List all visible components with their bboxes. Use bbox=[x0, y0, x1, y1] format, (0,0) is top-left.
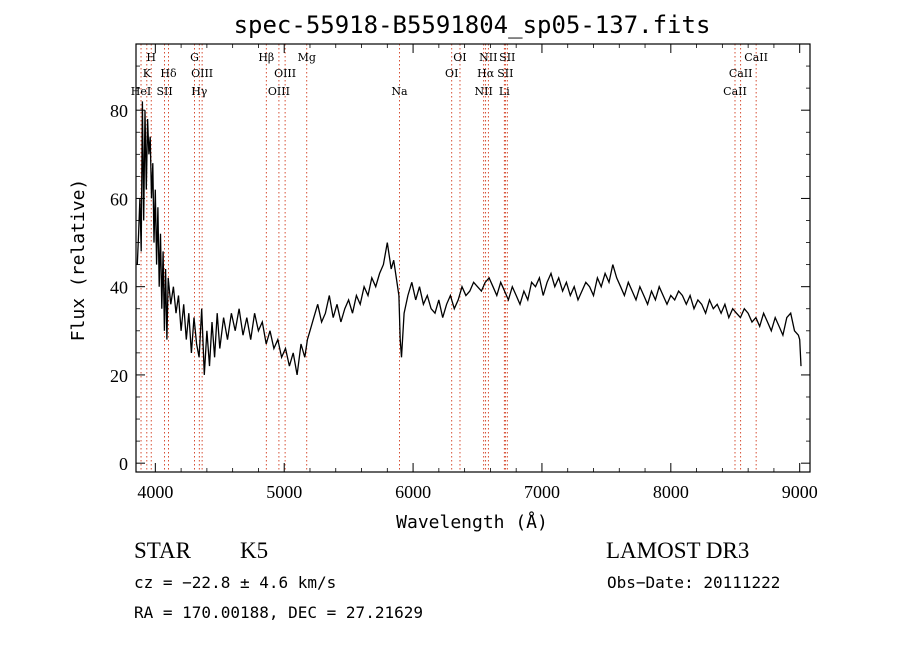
line-label: OIII bbox=[274, 67, 296, 80]
redshift-readout: cz = −22.8 ± 4.6 km/s bbox=[134, 573, 337, 592]
observation-date: Obs−Date: 20111222 bbox=[607, 573, 781, 592]
line-label: CaII bbox=[723, 85, 747, 98]
line-label: Hα bbox=[477, 67, 495, 80]
line-label: Hγ bbox=[191, 85, 208, 98]
line-label: Mg bbox=[298, 51, 316, 64]
line-label: SII bbox=[499, 51, 515, 64]
spectrum-line bbox=[136, 101, 802, 376]
line-label: NII bbox=[479, 51, 497, 64]
line-label: K bbox=[143, 67, 152, 80]
line-label: Na bbox=[391, 85, 408, 98]
y-tick-label: 40 bbox=[110, 278, 128, 298]
line-label: OIII bbox=[268, 85, 290, 98]
coordinates-readout: RA = 170.00188, DEC = 27.21629 bbox=[134, 603, 423, 622]
y-axis-ticks: 0 20 40 60 80 bbox=[110, 65, 810, 474]
chart-title: spec-55918-B5591804_sp05-137.fits bbox=[234, 11, 711, 39]
x-tick-label: 5000 bbox=[266, 482, 302, 502]
x-tick-label: 9000 bbox=[782, 482, 818, 502]
x-tick-label: 7000 bbox=[524, 482, 560, 502]
x-tick-label: 6000 bbox=[395, 482, 431, 502]
x-axis-label: Wavelength (Å) bbox=[396, 511, 548, 533]
y-tick-label: 60 bbox=[110, 189, 128, 209]
x-tick-label: 8000 bbox=[653, 482, 689, 502]
plot-frame bbox=[135, 43, 811, 473]
line-label: HeI bbox=[131, 85, 151, 98]
y-tick-label: 0 bbox=[119, 454, 128, 474]
x-tick-label: 4000 bbox=[137, 482, 173, 502]
line-label: OIII bbox=[191, 67, 213, 80]
line-label: OI bbox=[453, 51, 466, 64]
line-label: NII bbox=[475, 85, 493, 98]
y-axis-label: Flux (relative) bbox=[68, 179, 89, 342]
object-subclass: K5 bbox=[240, 538, 269, 563]
y-tick-label: 80 bbox=[110, 101, 128, 121]
spectral-line-labels: HeIKHSIIHδGOIIIHγHβOIIIOIIIMgNaOIOINIIHα… bbox=[131, 51, 768, 98]
survey-name: LAMOST DR3 bbox=[606, 538, 750, 563]
line-label: SII bbox=[156, 85, 172, 98]
line-label: SII bbox=[497, 67, 513, 80]
line-label: CaII bbox=[744, 51, 768, 64]
line-label: CaII bbox=[729, 67, 753, 80]
line-label: Hβ bbox=[258, 51, 274, 64]
y-tick-label: 20 bbox=[110, 366, 128, 386]
line-label: OI bbox=[445, 67, 458, 80]
x-axis-ticks: 4000 5000 6000 7000 8000 9000 bbox=[137, 44, 818, 502]
line-label: Li bbox=[499, 85, 510, 98]
object-class: STAR bbox=[134, 538, 191, 563]
line-label: Hδ bbox=[160, 67, 177, 80]
line-label: G bbox=[190, 51, 199, 64]
line-label: H bbox=[146, 51, 156, 64]
spectral-line-markers bbox=[140, 44, 757, 472]
